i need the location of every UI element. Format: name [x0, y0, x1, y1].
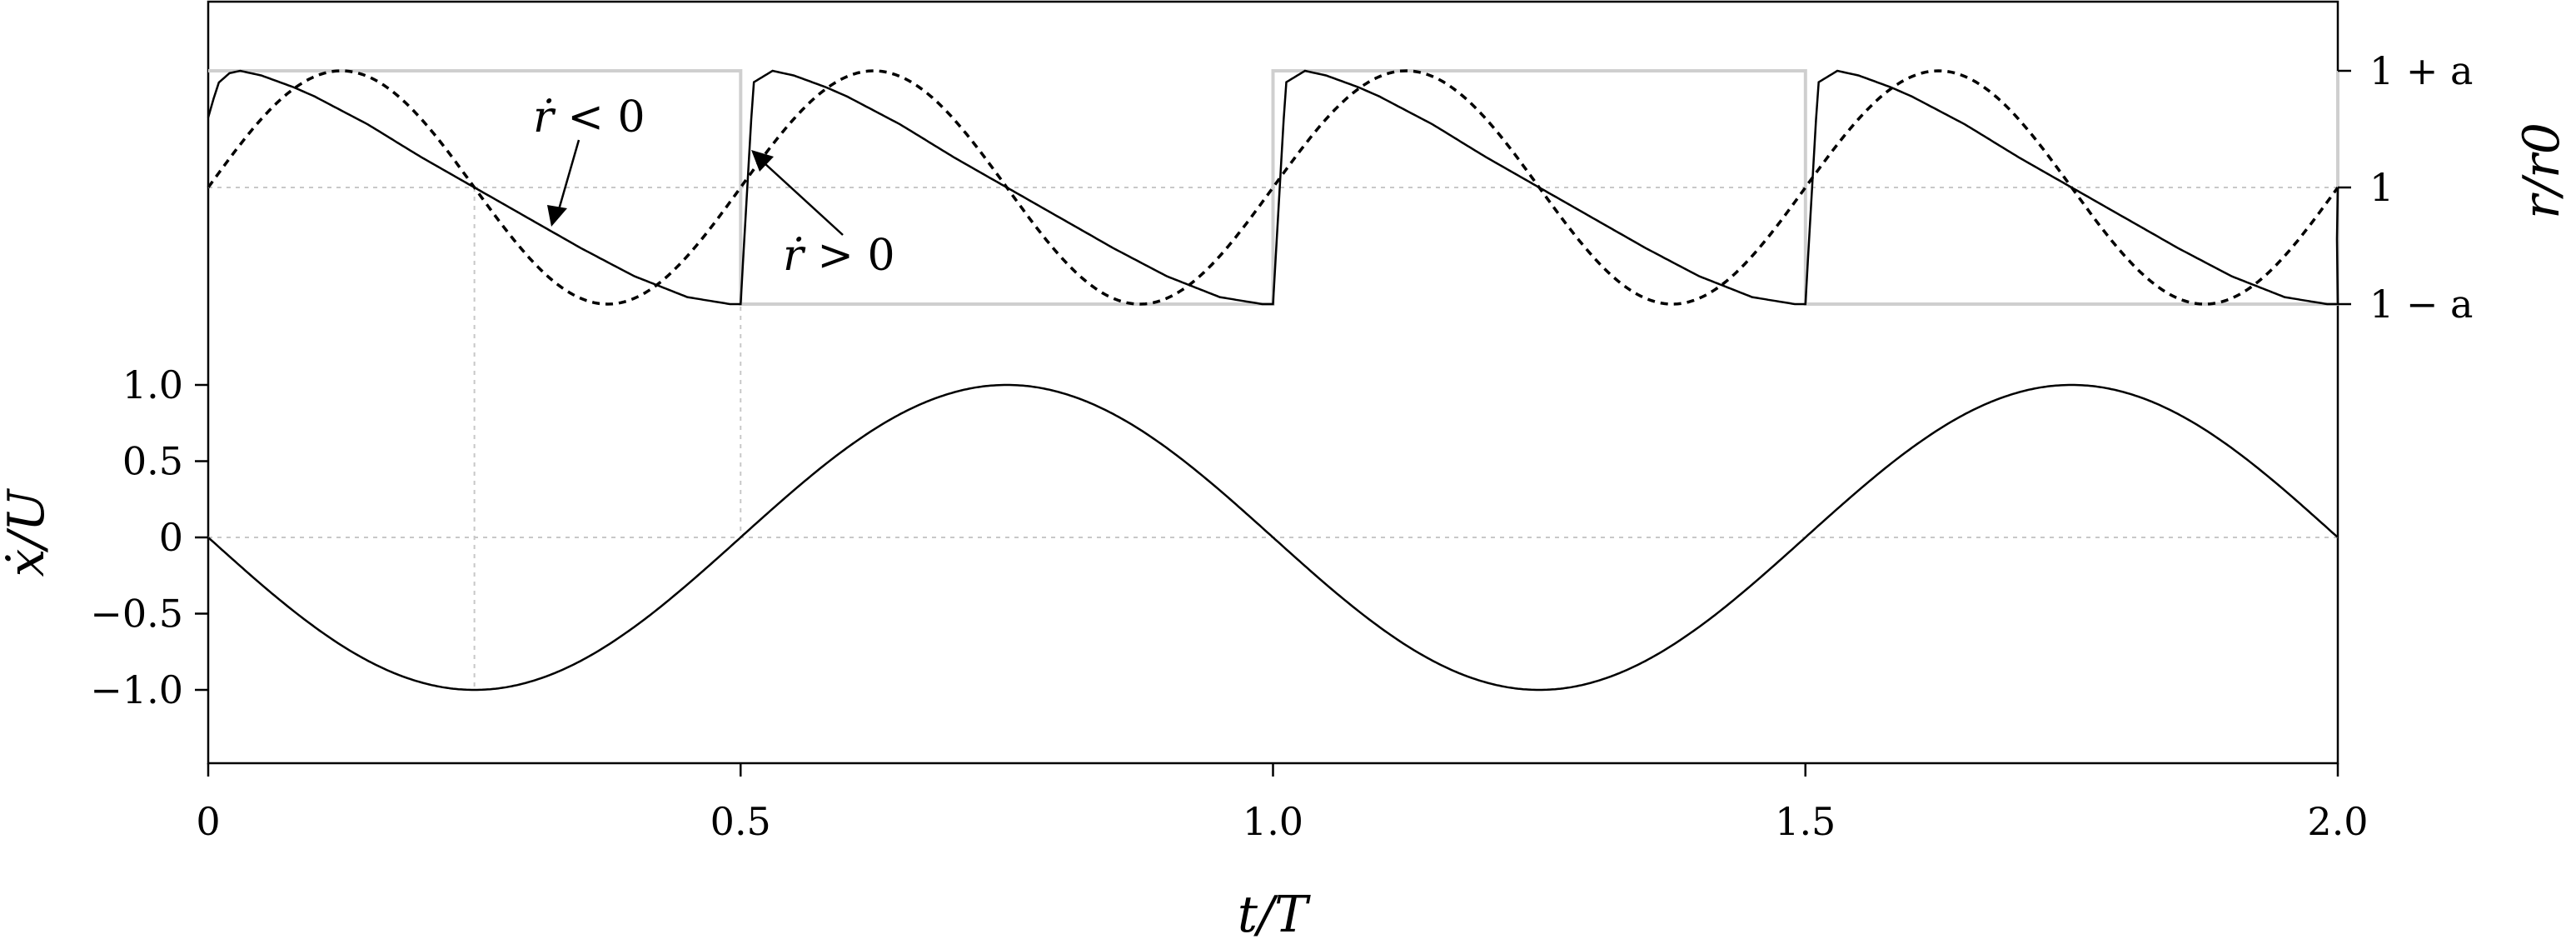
annotation-arrow-rdot-negative [556, 139, 580, 213]
right-y-tick-label: 1 [2369, 165, 2394, 210]
left-y-tick-label: −0.5 [90, 592, 183, 637]
x-tick-label: 1.0 [1243, 799, 1303, 844]
annotation-rdot-positive: ṙ > 0 [783, 231, 895, 281]
left-y-axis-ticks: 1.0 0.5 0 −0.5 −1.0 [90, 362, 208, 712]
left-y-axis-label: ẋ/U [0, 487, 56, 577]
left-y-tick-label: 0.5 [122, 439, 183, 484]
x-axis-label: t/T [1238, 886, 1311, 944]
series-r-response [207, 69, 2339, 306]
left-y-tick-label: −1.0 [90, 667, 183, 712]
annotations: ṙ < 0 ṙ > 0 [533, 92, 895, 281]
right-y-tick-label: 1 + a [2369, 48, 2473, 93]
series-layer [207, 69, 2339, 692]
x-axis-ticks: 0 0.5 1.0 1.5 2.0 [196, 763, 2369, 844]
series-square-wave [208, 69, 2339, 306]
right-y-axis-ticks: 1 + a 1 1 − a [2338, 48, 2473, 327]
series-xdot-velocity [207, 383, 2339, 692]
annotation-arrowhead-rdot-positive [751, 150, 774, 172]
left-y-tick-label: 1.0 [122, 362, 183, 407]
annotation-rdot-negative: ṙ < 0 [533, 92, 645, 142]
right-y-tick-label: 1 − a [2369, 282, 2473, 327]
x-tick-label: 1.5 [1775, 799, 1836, 844]
right-y-axis-label: r/r0 [2513, 122, 2571, 219]
x-tick-label: 0 [196, 799, 220, 844]
x-tick-label: 0.5 [710, 799, 771, 844]
annotation-arrowhead-rdot-negative [547, 205, 567, 227]
annotation-arrow-rdot-positive [764, 162, 844, 236]
left-y-tick-label: 0 [159, 515, 183, 560]
x-tick-label: 2.0 [2307, 799, 2368, 844]
